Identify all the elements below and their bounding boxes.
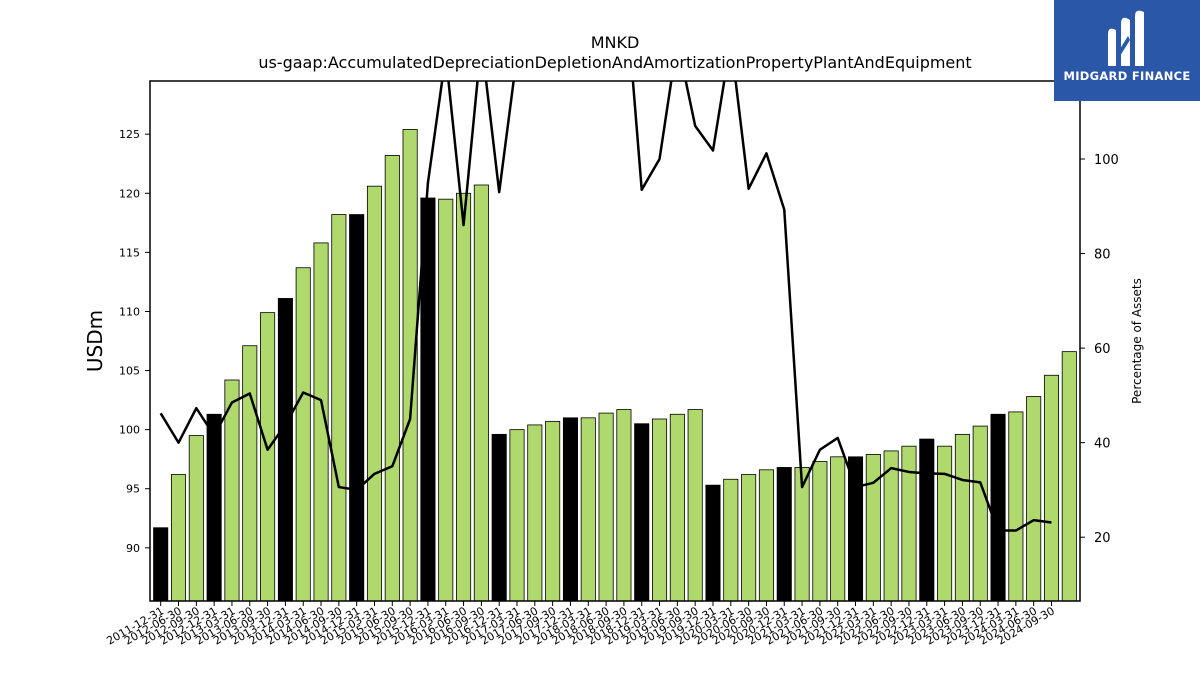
bar [954, 433, 970, 602]
bar [170, 474, 187, 602]
bar [847, 456, 864, 602]
bar [652, 418, 668, 602]
y-tick-label: 90 [126, 542, 140, 555]
y-tick-label: 100 [119, 424, 140, 437]
midgard-logo-icon [1108, 10, 1144, 67]
bar [1026, 396, 1042, 602]
bar [545, 420, 561, 602]
pct-of-assets-line [159, 81, 1052, 532]
y2-tick-label: 40 [1094, 437, 1111, 452]
bar [349, 214, 365, 602]
y-tick-label: 120 [119, 187, 140, 200]
bar [509, 429, 525, 602]
line-series [159, 81, 1052, 532]
bar [562, 417, 578, 602]
x-axis: 2011-12-312012-06-302012-09-302012-12-31… [104, 601, 1057, 648]
bar [260, 312, 276, 602]
bar [723, 478, 739, 602]
bar [830, 456, 846, 602]
bar [812, 461, 828, 602]
y2-axis-label: Percentage of Assets [1130, 278, 1144, 404]
bar [366, 185, 383, 602]
bar [206, 413, 222, 602]
chart-subtitle: us-gaap:AccumulatedDepreciationDepletion… [258, 53, 971, 72]
brand-logo: MIDGARD FINANCE [1054, 0, 1200, 101]
y2-tick-label: 100 [1094, 153, 1119, 168]
y-tick-label: 110 [119, 305, 140, 318]
bar [758, 469, 774, 602]
bar [865, 454, 881, 602]
bar [331, 214, 347, 602]
bar [153, 527, 169, 602]
bar [1061, 351, 1077, 602]
bar [1043, 374, 1060, 602]
y-axis-label: USDm [83, 310, 107, 372]
bar [384, 155, 400, 602]
bar [687, 409, 703, 602]
bar [580, 417, 596, 602]
bar [473, 184, 489, 602]
bar [937, 445, 953, 602]
bar [277, 298, 293, 602]
bar [741, 474, 757, 602]
y2-tick-label: 60 [1094, 342, 1111, 357]
bar [990, 413, 1006, 602]
bars [153, 129, 1077, 602]
y-axis: 90 95 100 105 110 115 120 125 [119, 128, 150, 555]
bar [972, 425, 988, 602]
plot-frame [149, 80, 1081, 602]
y2-tick-label: 80 [1094, 248, 1111, 263]
brand-logo-text: MIDGARD FINANCE [1063, 69, 1191, 83]
bar [188, 435, 204, 602]
bar [438, 198, 454, 602]
bar [598, 412, 614, 602]
bar [669, 413, 685, 602]
bar [242, 345, 258, 602]
bar [527, 424, 543, 602]
bar [776, 467, 792, 602]
y-tick-label: 105 [119, 365, 140, 378]
bar [295, 267, 311, 602]
y2-tick-label: 20 [1094, 531, 1111, 546]
bar [634, 423, 650, 602]
bar [705, 484, 721, 602]
bar [616, 409, 632, 602]
bar [1008, 411, 1024, 602]
y-tick-label: 95 [126, 483, 140, 496]
bar [919, 438, 935, 602]
y-tick-label: 125 [119, 128, 140, 141]
bar [456, 192, 472, 602]
bar [901, 445, 917, 602]
chart-title: MNKD [591, 33, 640, 52]
y2-axis: 20 40 60 80 100 [1080, 153, 1119, 546]
bar [491, 433, 507, 602]
y-tick-label: 115 [119, 246, 140, 259]
